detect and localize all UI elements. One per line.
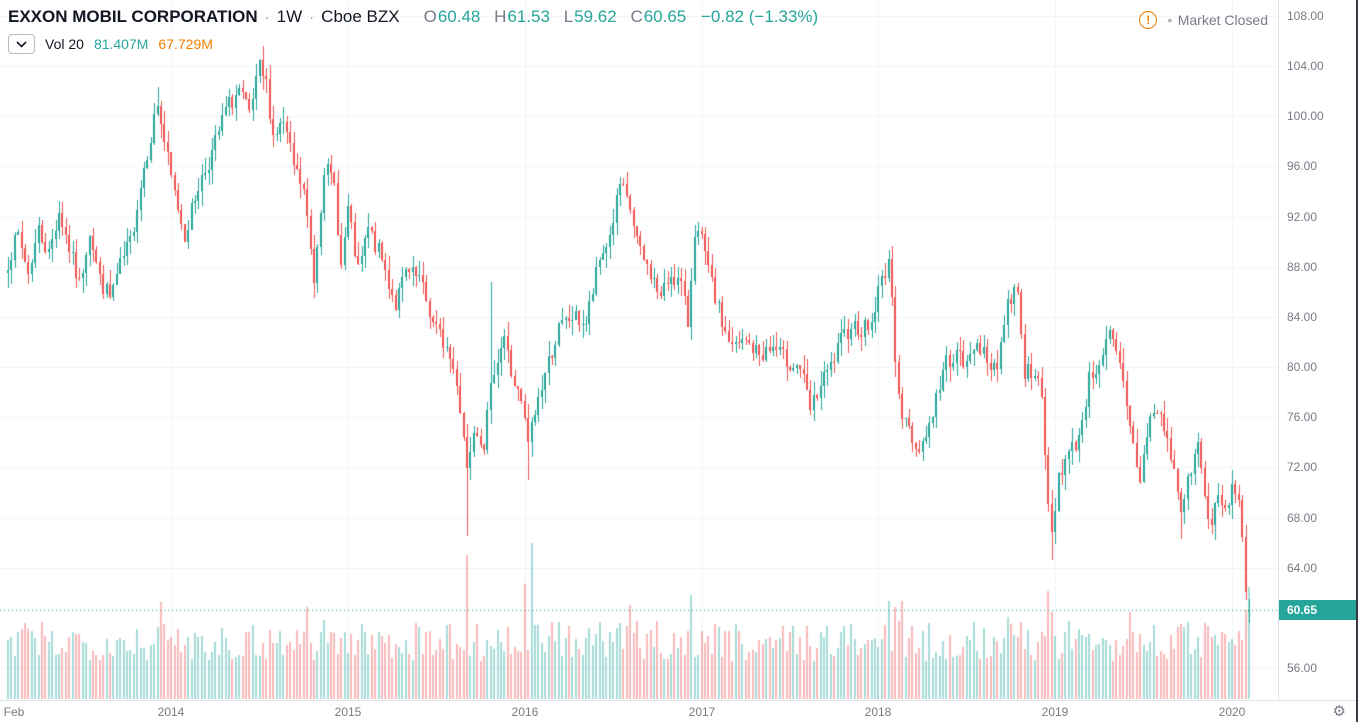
status-dot-icon: ● [1167,15,1173,25]
price-axis-label: 68.00 [1287,510,1318,525]
price-axis-label: 84.00 [1287,309,1318,324]
symbol-name[interactable]: EXXON MOBIL CORPORATION [8,7,258,26]
price-axis-label: 80.00 [1287,360,1318,375]
last-price-label: 60.65 [1279,599,1356,620]
time-axis-label: 2019 [1041,705,1069,719]
price-axis-label: 100.00 [1287,109,1324,124]
candlestick-chart-canvas[interactable] [0,0,1278,700]
ohlc-readout: O60.48 H61.53 L59.62 C60.65 −0.82 (−1.33… [424,7,819,27]
time-axis-label: 2017 [688,705,716,719]
price-axis-label: 96.00 [1287,159,1318,174]
volume-ma-value: 67.729M [158,36,213,52]
price-axis-label: 76.00 [1287,410,1318,425]
low-pair: L59.62 [564,7,617,26]
change-value: −0.82 (−1.33%) [701,7,819,26]
exchange-label: Cboe BZX [321,7,400,26]
time-axis-label: Feb [3,705,25,719]
low-label: L [563,7,574,26]
time-axis[interactable]: Feb 2014 2015 2016 2017 2018 2019 2020 [0,700,1278,722]
close-value: 60.65 [643,7,687,26]
price-axis-label: 72.00 [1287,460,1318,475]
separator-dot: · [264,9,270,26]
symbol-title-row[interactable]: EXXON MOBIL CORPORATION · 1W · Cboe BZX … [8,7,818,27]
window-right-edge [1356,0,1358,722]
time-axis-label: 2020 [1218,705,1246,719]
low-value: 59.62 [574,7,617,26]
time-axis-label: 2015 [334,705,362,719]
price-axis-label: 104.00 [1287,59,1324,74]
chevron-down-icon [16,40,27,48]
volume-value: 81.407M [93,36,149,52]
volume-indicator-label[interactable]: Vol 20 [45,36,84,52]
close-label: C [630,7,643,26]
open-value: 60.48 [437,7,481,26]
chart-legend: EXXON MOBIL CORPORATION · 1W · Cboe BZX … [8,7,818,54]
high-value: 61.53 [507,7,550,26]
time-axis-label: 2016 [511,705,539,719]
open-pair: O60.48 [424,7,481,26]
price-axis-label: 108.00 [1287,9,1324,23]
separator-dot: · [309,9,315,26]
price-axis-label: 64.00 [1287,560,1318,575]
price-axis-label: 56.00 [1287,661,1318,675]
close-pair: C60.65 [630,7,686,26]
chart-pane[interactable]: EXXON MOBIL CORPORATION · 1W · Cboe BZX … [0,0,1278,700]
timeframe-label: 1W [276,7,303,26]
axis-corner: ⚙ [1278,700,1356,722]
time-axis-label: 2014 [157,705,185,719]
alert-circle-icon[interactable]: ! [1139,11,1158,29]
time-axis-label: 2018 [864,705,892,719]
market-status: ! ● Market Closed [1139,11,1268,29]
price-axis-label: 88.00 [1287,259,1318,274]
price-axis[interactable]: 60.65 108.00 104.00 100.00 96.00 92.00 88.00 8… [1278,0,1356,700]
volume-indicator-row: Vol 20 81.407M 67.729M [8,34,818,54]
open-label: O [423,7,437,26]
legend-collapse-button[interactable] [8,34,35,54]
high-label: H [494,7,507,26]
high-pair: H61.53 [494,7,550,26]
market-status-text: Market Closed [1177,12,1268,28]
gear-icon[interactable]: ⚙ [1332,703,1346,720]
price-axis-label: 92.00 [1287,209,1318,224]
